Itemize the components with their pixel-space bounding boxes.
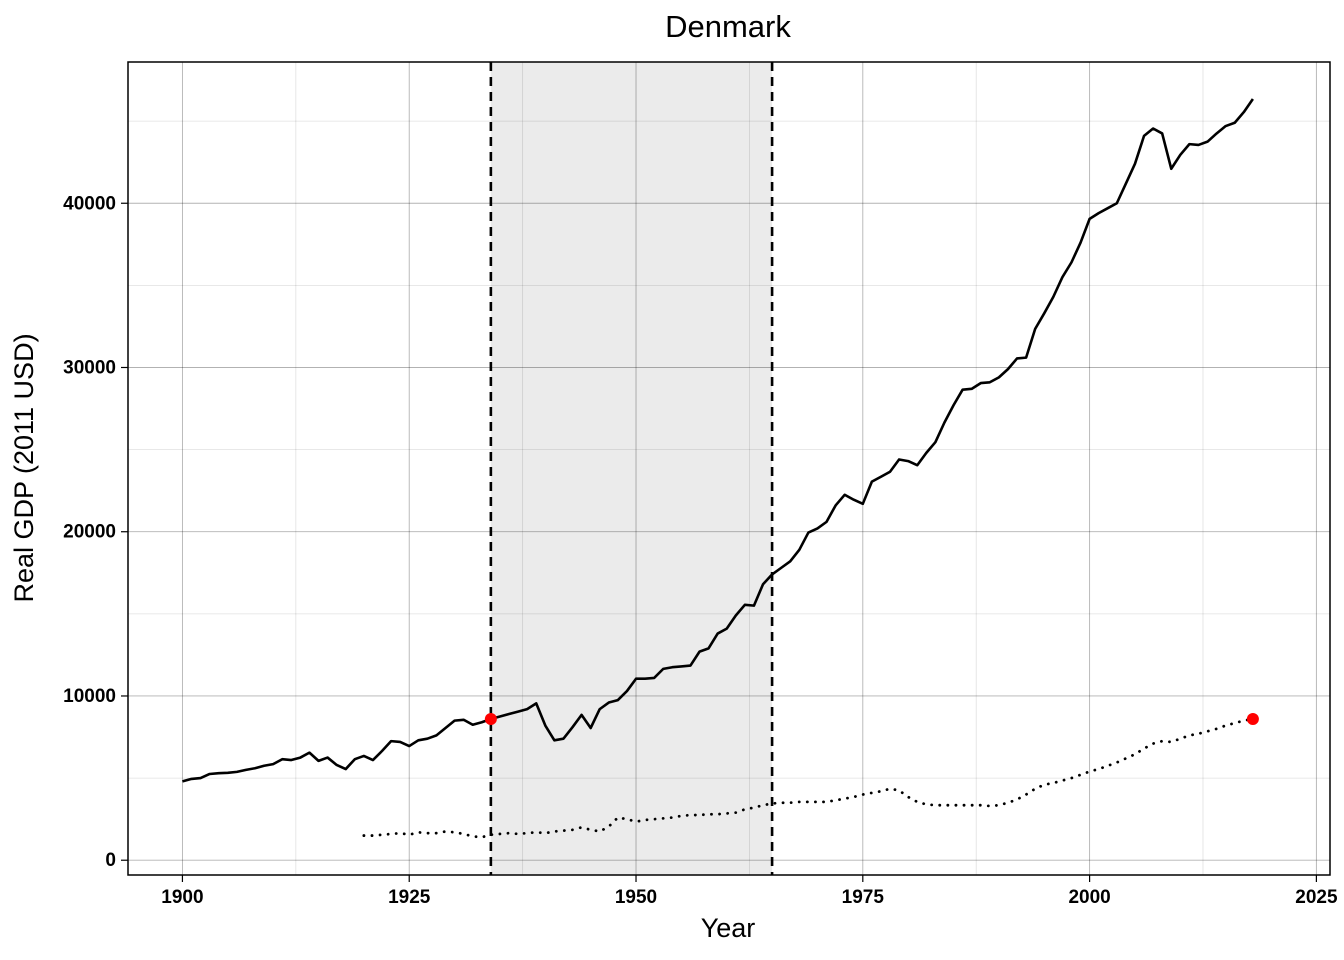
line-series xyxy=(362,717,1255,839)
y-tick-label: 30000 xyxy=(63,358,116,379)
y-tick-label: 40000 xyxy=(63,193,116,214)
y-tick-label: 0 xyxy=(105,850,116,871)
x-tick-label: 2000 xyxy=(1068,887,1110,908)
highlight-point xyxy=(1246,712,1259,725)
x-tick-label: 1900 xyxy=(161,887,203,908)
x-axis-label: Year xyxy=(701,913,756,943)
highlight-point xyxy=(484,712,497,725)
shaded-region xyxy=(490,62,773,875)
x-tick-label: 1925 xyxy=(388,887,431,908)
x-tick-label: 1975 xyxy=(842,887,885,908)
chart-title: Denmark xyxy=(665,9,791,44)
panel-border xyxy=(127,61,1331,876)
y-tick-label: 10000 xyxy=(63,686,116,707)
y-axis-label: Real GDP (2011 USD) xyxy=(9,333,39,602)
line-series xyxy=(182,98,1254,783)
x-tick-label: 2025 xyxy=(1295,887,1338,908)
y-tick-label: 20000 xyxy=(63,522,116,543)
x-tick-label: 1950 xyxy=(615,887,657,908)
